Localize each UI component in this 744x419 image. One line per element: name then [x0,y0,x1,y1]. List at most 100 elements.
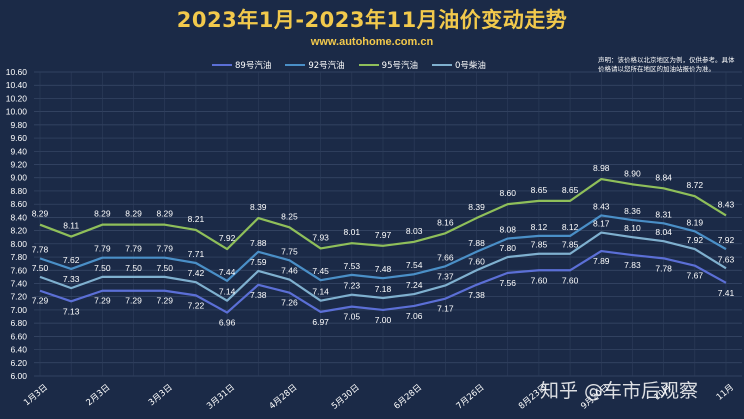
y-tick-label: 7.00 [10,305,27,315]
legend-item-95: 95号汽油 [358,59,418,71]
data-label: 8.17 [593,219,610,229]
data-label: 6.96 [219,318,236,328]
data-label: 8.29 [156,209,173,219]
x-tick-label: 3月31日 [205,383,237,412]
data-label: 7.50 [94,263,111,273]
x-tick-label: 1月3日 [22,383,50,409]
data-label: 7.92 [219,233,236,243]
y-tick-label: 8.00 [10,239,27,249]
legend-swatch-diesel [431,64,452,66]
data-label: 7.63 [718,254,735,264]
series-line [39,249,727,314]
data-label: 8.84 [655,172,672,182]
y-tick-label: 6.00 [10,371,27,381]
data-label: 7.67 [687,271,704,281]
legend-swatch-95 [358,64,379,66]
data-label: 7.85 [562,240,579,250]
y-tick-label: 6.20 [10,358,27,368]
data-label: 8.43 [593,201,610,211]
data-label: 7.06 [406,311,423,321]
data-label: 7.71 [188,249,205,259]
data-label: 7.79 [125,244,142,254]
data-label: 7.53 [344,261,361,271]
data-label: 7.59 [250,257,267,267]
data-label: 7.50 [156,263,173,273]
y-tick-label: 7.60 [10,265,27,275]
data-label: 7.41 [718,288,735,298]
x-tick-label: 11月 [715,383,736,403]
data-label: 7.78 [655,263,672,273]
chart-subtitle: www.autohome.com.cn [310,36,434,48]
data-label: 7.45 [312,266,329,276]
series-line [39,231,727,302]
legend-swatch-92 [285,64,306,66]
data-label: 7.48 [375,264,392,274]
data-label: 7.29 [32,296,49,306]
y-tick-label: 10.00 [6,107,28,117]
data-label: 7.33 [63,274,80,284]
y-tick-label: 8.20 [10,226,27,236]
data-label: 7.29 [156,296,173,306]
x-tick-label: 6月28日 [392,383,424,412]
legend-label-diesel: 0号柴油 [454,61,486,71]
data-label: 7.29 [125,296,142,306]
watermark-text: 知乎 @车市后观察 [540,380,699,402]
data-label: 7.44 [219,267,236,277]
data-label: 7.37 [437,271,454,281]
data-label: 8.10 [624,223,641,233]
data-label: 7.22 [188,300,205,310]
data-label: 8.03 [406,226,423,236]
data-label: 7.75 [281,246,298,256]
data-label: 7.56 [499,278,516,288]
data-label: 7.46 [281,266,298,276]
y-tick-label: 7.80 [10,252,27,262]
data-label: 7.79 [94,244,111,254]
data-label: 7.50 [125,263,142,273]
data-label: 7.60 [531,275,548,285]
data-label: 8.12 [531,222,548,232]
x-tick-label: 2月3日 [85,383,113,409]
y-tick-label: 8.40 [10,212,27,222]
legend-label-92: 92号汽油 [308,61,345,71]
data-label: 8.72 [687,180,704,190]
data-label: 7.93 [312,232,329,242]
data-label: 7.85 [531,240,548,250]
data-label: 7.97 [375,230,392,240]
data-label: 7.78 [32,244,49,254]
y-tick-label: 7.20 [10,292,27,302]
data-label: 8.36 [624,206,641,216]
data-label: 8.39 [468,202,485,212]
data-label: 7.23 [344,281,361,291]
data-label: 7.13 [63,306,80,316]
y-tick-label: 10.40 [6,80,28,90]
data-label: 7.80 [499,243,516,253]
y-tick-label: 7.40 [10,278,27,288]
data-label: 8.60 [499,188,516,198]
data-label: 7.42 [188,268,205,278]
data-label: 7.14 [219,287,236,297]
disclaimer-note: 声明：该价格以北京地区为例，仅供参考。具体价格请以您所在地区的加油站报价为准。 [598,56,735,73]
y-tick-label: 6.40 [10,345,27,355]
legend-item-diesel: 0号柴油 [431,59,486,71]
data-label: 8.29 [125,209,142,219]
data-label: 8.65 [531,185,548,195]
x-tick-label: 5月30日 [330,383,362,412]
y-tick-label: 9.40 [10,146,27,156]
x-tick-label: 4月28日 [267,383,299,412]
y-tick-label: 9.00 [10,173,27,183]
legend-item-92: 92号汽油 [285,59,345,71]
data-label: 7.14 [312,287,329,297]
data-label: 7.18 [375,284,392,294]
series-line [39,214,727,282]
data-label: 7.05 [344,312,361,322]
data-label: 7.89 [593,256,610,266]
data-label: 7.79 [156,244,173,254]
legend-label-89: 89号汽油 [235,61,272,71]
chart-title: 2023年1月-2023年11月油价变动走势 [176,8,568,32]
data-label: 8.39 [250,202,267,212]
y-tick-label: 8.80 [10,186,27,196]
data-label: 8.43 [718,199,735,209]
data-label: 7.66 [437,252,454,262]
legend-swatch-89 [212,64,232,66]
